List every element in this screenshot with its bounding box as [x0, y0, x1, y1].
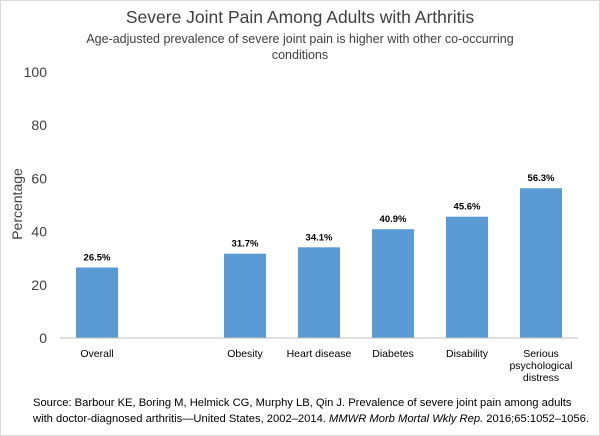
y-tick-label: 40	[31, 224, 47, 240]
source-suffix: 2016;65:1052–1056.	[483, 413, 589, 425]
data-label: 26.5%	[84, 253, 111, 264]
data-label: 45.6%	[454, 202, 481, 213]
x-axis-labels: Overall Obesity Heart disease Diabetes Disab…	[80, 348, 572, 384]
x-tick-label: distress	[523, 372, 559, 384]
y-tick-label: 60	[31, 170, 47, 186]
bar-diabetes	[372, 229, 414, 338]
source-journal: MMWR Morb Mortal Wkly Rep.	[329, 413, 484, 425]
data-label: 40.9%	[380, 214, 407, 225]
y-axis-label: Percentage	[9, 168, 25, 240]
chart-title: Severe Joint Pain Among Adults with Arth…	[125, 7, 475, 27]
x-tick-label: Diabetes	[372, 348, 413, 360]
source-citation: Source: Barbour KE, Boring M, Helmick CG…	[33, 395, 593, 427]
chart-subtitle: Age-adjusted prevalence of severe joint …	[86, 32, 514, 62]
x-tick-label: Overall	[80, 348, 113, 360]
bar-heart-disease	[298, 247, 340, 338]
data-labels: 26.5% 31.7% 34.1% 40.9% 45.6% 56.3%	[84, 173, 555, 263]
source-text: Source: Barbour KE, Boring M, Helmick CG…	[33, 397, 572, 425]
bar-serious-psychological-distress	[520, 188, 562, 338]
x-tick-label: Disability	[446, 348, 489, 360]
x-tick-label: Obesity	[227, 348, 263, 360]
bar-disability	[446, 216, 488, 338]
x-tick-label: psychological	[509, 360, 572, 372]
y-tick-label: 80	[31, 117, 47, 133]
x-tick-label: Heart disease	[287, 348, 352, 360]
y-tick-label: 0	[39, 330, 47, 346]
data-label: 34.1%	[306, 232, 333, 243]
x-tick-label: Serious	[523, 348, 559, 360]
y-axis-ticks: 0 20 40 60 80 100	[24, 64, 48, 346]
data-label: 31.7%	[232, 239, 259, 250]
bars	[76, 188, 562, 338]
data-label: 56.3%	[528, 173, 555, 184]
bar-overall	[76, 267, 118, 338]
y-tick-label: 20	[31, 277, 47, 293]
bar-obesity	[224, 253, 266, 338]
y-tick-label: 100	[24, 64, 48, 80]
